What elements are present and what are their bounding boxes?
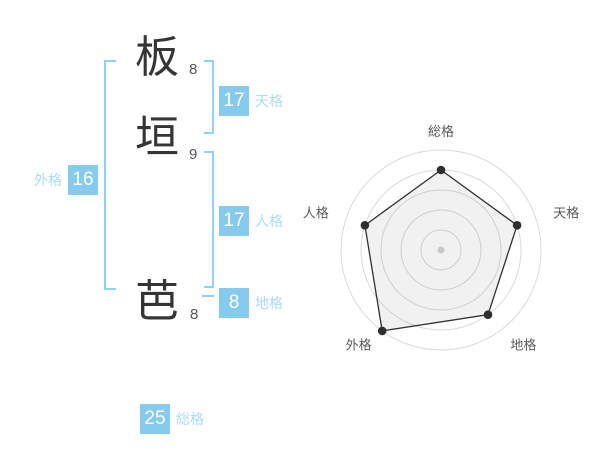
radar-vertex-dot bbox=[377, 326, 387, 336]
kanji-character-2: 垣 bbox=[135, 113, 179, 162]
tenkaku-score: 17 天格 bbox=[219, 86, 283, 116]
radar-center-dot bbox=[437, 246, 445, 254]
radar-grid-ring bbox=[420, 229, 462, 271]
radar-vertex-dot bbox=[512, 221, 522, 230]
jinkaku-label: 人格 bbox=[255, 213, 283, 229]
gaikaku-label: 外格 bbox=[34, 172, 62, 188]
radar-grid-ring bbox=[400, 209, 482, 291]
kanji-character-1: 板 bbox=[135, 33, 179, 82]
tenkaku-value: 17 bbox=[219, 86, 249, 116]
radar-axis-label: 総格 bbox=[428, 124, 454, 139]
jinkaku-value: 17 bbox=[219, 206, 249, 236]
soukaku-score: 25 総格 bbox=[140, 404, 204, 434]
stroke-count-3: 8 bbox=[190, 306, 199, 323]
tenkaku-label: 天格 bbox=[255, 93, 283, 109]
radar-axis-label: 外格 bbox=[346, 338, 372, 353]
chikaku-label: 地格 bbox=[255, 295, 283, 311]
chikaku-value: 8 bbox=[219, 288, 249, 318]
jinkaku-score: 17 人格 bbox=[219, 206, 283, 236]
gaikaku-bracket bbox=[104, 60, 116, 290]
radar-vertex-dot bbox=[436, 165, 446, 175]
soukaku-value: 25 bbox=[140, 404, 170, 434]
gaikaku-score: 外格 16 bbox=[34, 165, 98, 195]
gaikaku-value: 16 bbox=[68, 165, 98, 195]
radar-axis-label: 地格 bbox=[510, 338, 536, 353]
radar-vertex-dot bbox=[360, 221, 370, 230]
tenkaku-bracket bbox=[204, 60, 214, 134]
radar-axis-label: 人格 bbox=[303, 206, 329, 221]
radar-grid-ring bbox=[380, 189, 502, 311]
jinkaku-bracket bbox=[204, 151, 214, 288]
chikaku-tick bbox=[202, 295, 214, 297]
radar-vertex-dot bbox=[483, 310, 493, 319]
chikaku-score: 8 地格 bbox=[219, 288, 283, 318]
radar-axis-label: 天格 bbox=[553, 206, 579, 221]
stroke-count-1: 8 bbox=[189, 61, 198, 78]
stroke-count-2: 9 bbox=[189, 146, 198, 163]
radar-grid-ring bbox=[340, 149, 542, 351]
kanji-character-3: 芭 bbox=[135, 277, 179, 326]
soukaku-label: 総格 bbox=[176, 411, 204, 427]
